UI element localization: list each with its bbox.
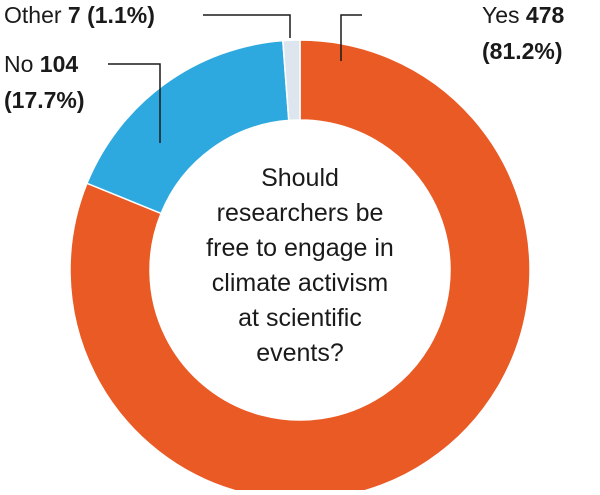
slice-label-no-value: 104 [40,51,79,77]
leader-line-other [203,14,291,38]
slice-label-no: No 104 [4,51,78,77]
center-question-line-2: researchers be [217,199,384,227]
slice-label-other-value: 7 [68,2,81,28]
slice-label-other: Other 7 (1.1%) [4,2,155,28]
donut-slice-other [282,39,301,122]
donut-slice-no [86,39,290,215]
leader-line-no [108,63,161,143]
slice-label-yes-value: 478 [526,2,565,28]
donut-slice-yes [69,39,531,495]
slice-label-yes-percent: (81.2%) [482,38,563,64]
slice-label-no-name: No [4,51,33,77]
center-question-line-6: events? [256,339,344,367]
slice-label-no-percent: (17.7%) [4,87,85,113]
slice-label-yes-name: Yes [482,2,520,28]
center-question-line-3: free to engage in [206,234,394,262]
leader-lines [108,14,362,143]
center-question-line-1: Should [261,164,339,192]
slices-group [69,39,531,495]
slice-label-other-name: Other [4,2,62,28]
leader-line-yes [340,14,362,61]
center-question-line-4: climate activism [212,269,388,297]
center-question: Should researchers be free to engage in … [206,164,394,367]
center-question-line-5: at scientific [238,304,362,332]
slice-label-other-percent: (1.1%) [87,2,155,28]
slice-label-yes: Yes 478 [482,2,565,28]
